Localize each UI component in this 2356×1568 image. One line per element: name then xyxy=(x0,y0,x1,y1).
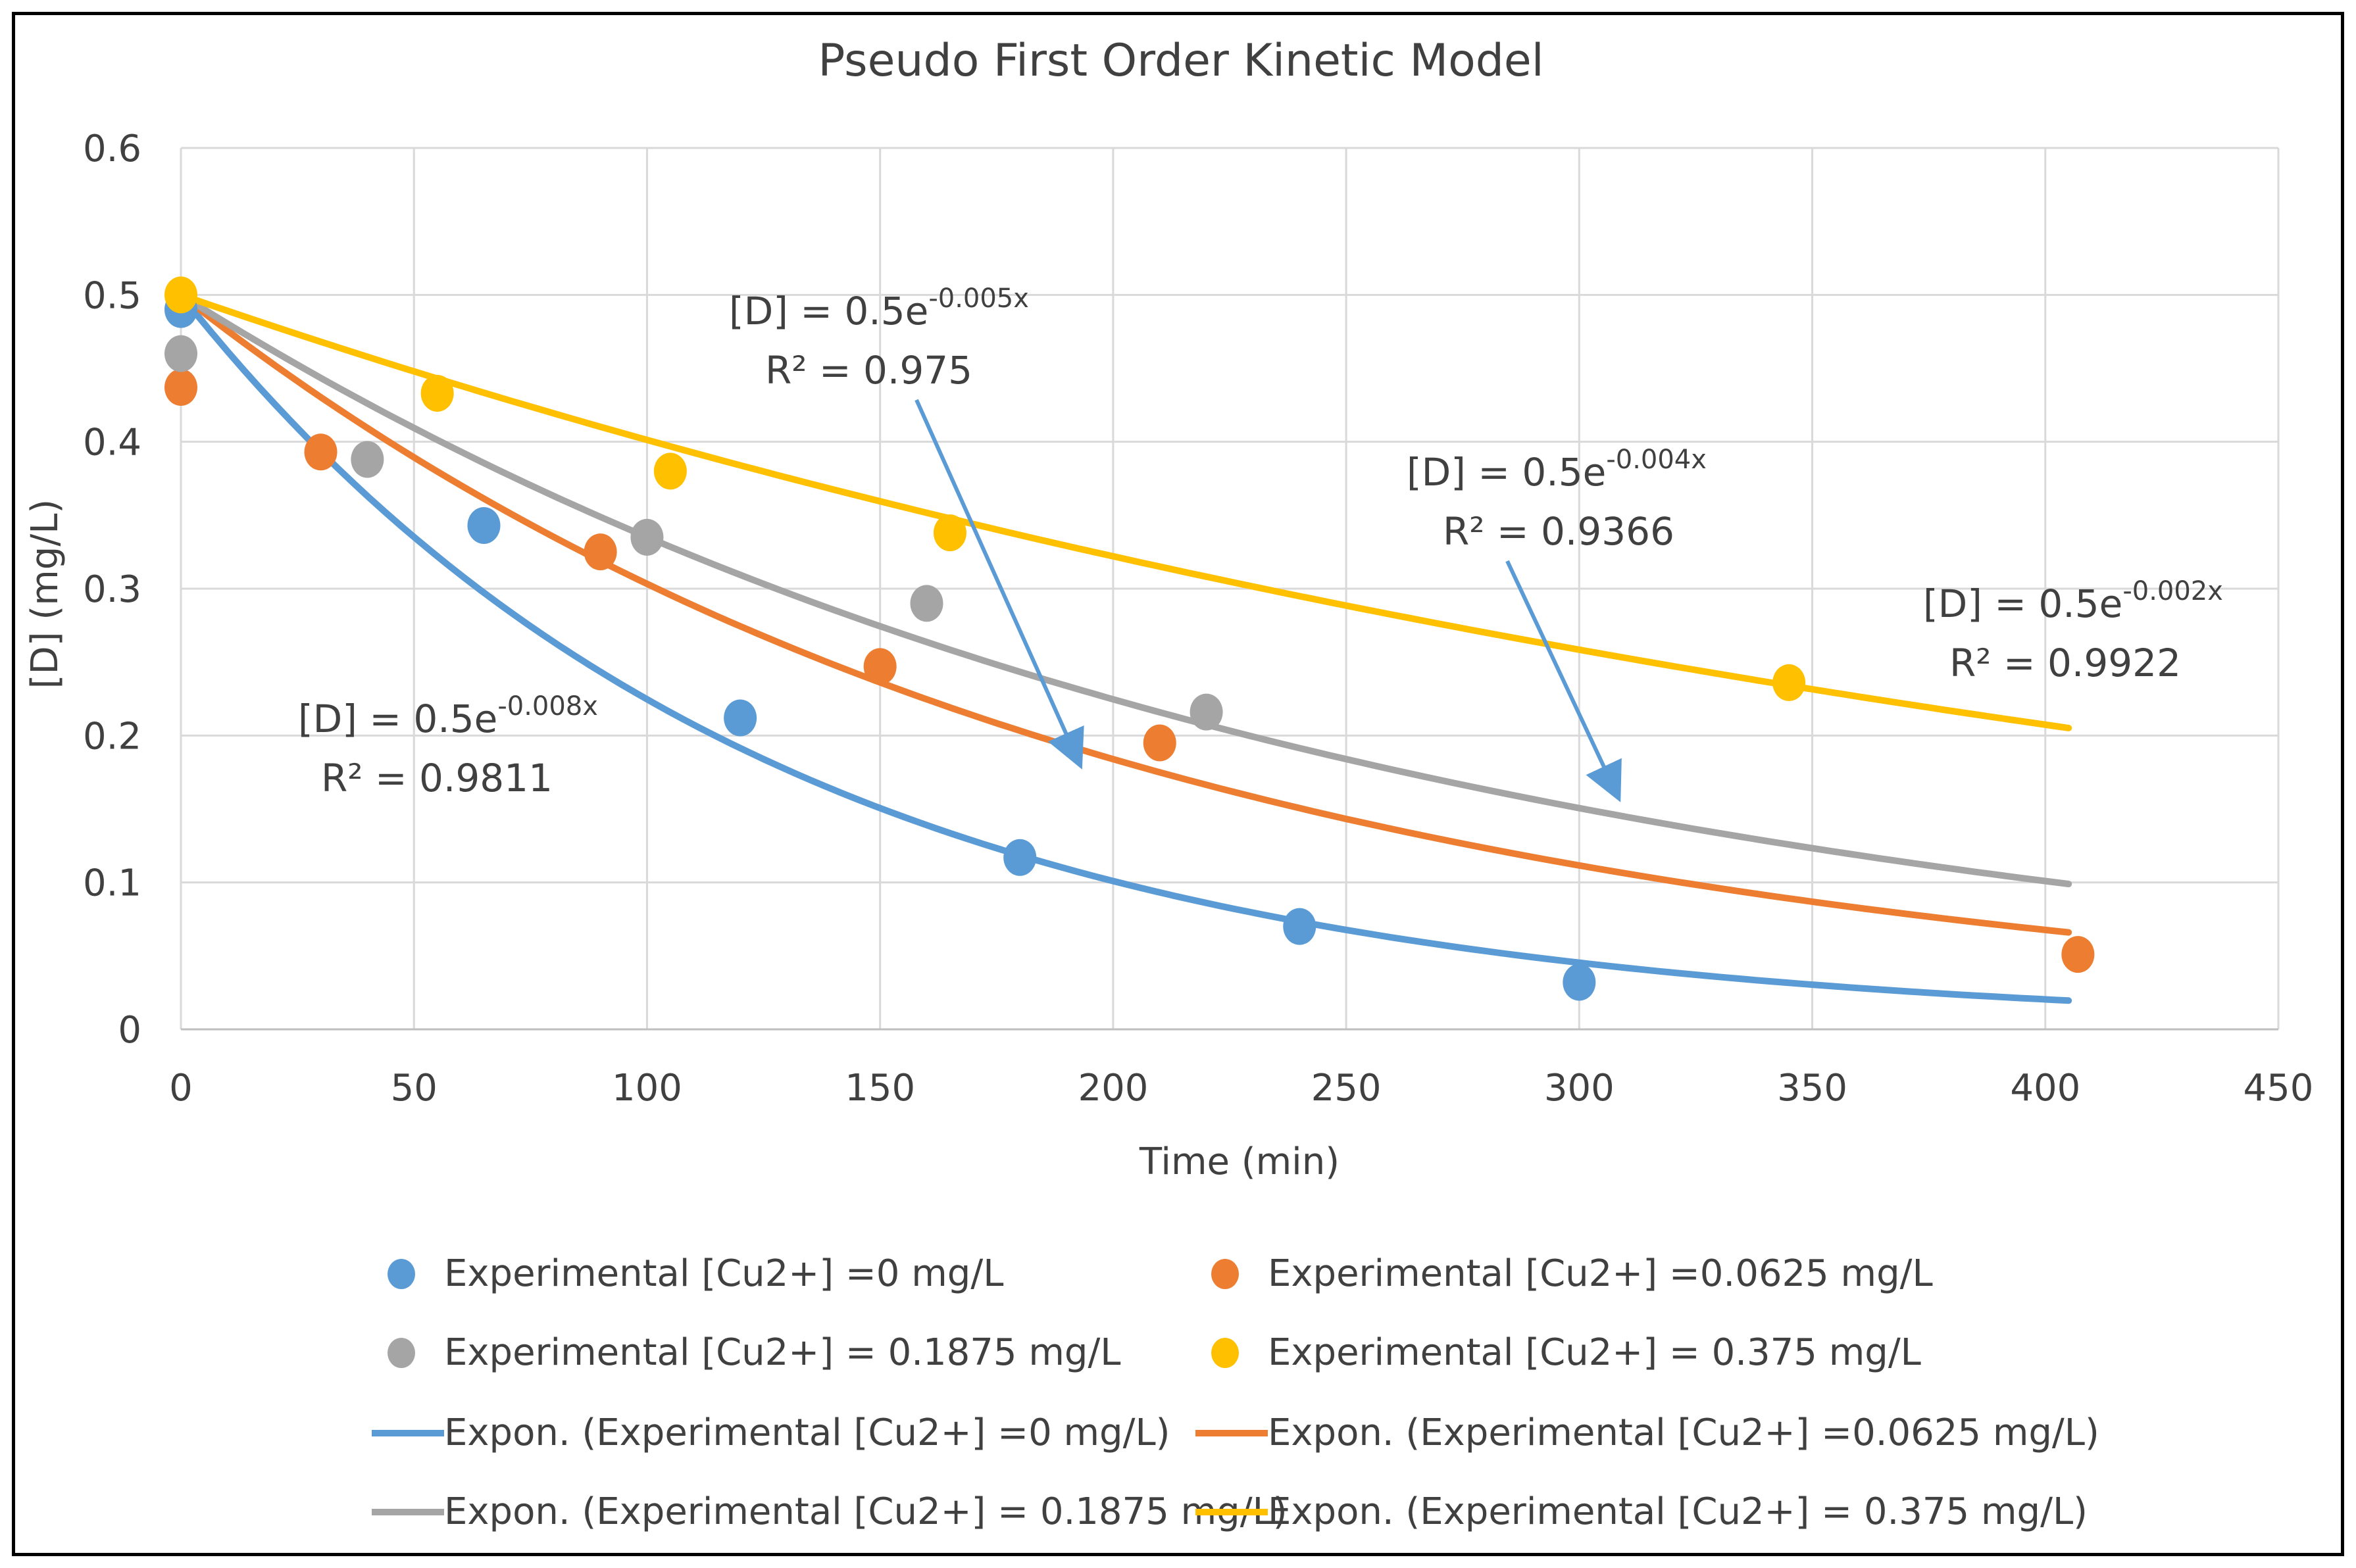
r-squared-label-series-0: R² = 0.9811 xyxy=(321,756,553,800)
legend-label-series-0: Experimental [Cu2+] =0 mg/L xyxy=(444,1252,1003,1295)
data-point-series-1-2 xyxy=(584,533,617,571)
data-point-series-1-3 xyxy=(863,648,897,685)
data-point-series-0-5 xyxy=(1563,964,1596,1001)
legend-marker-series-3 xyxy=(1211,1338,1239,1368)
legend-marker-series-1 xyxy=(1211,1259,1239,1289)
equation-label-series-3: [D] = 0.5e-0.002x xyxy=(1923,576,2223,626)
x-tick-label-250: 250 xyxy=(1311,1067,1382,1110)
x-axis-label: Time (min) xyxy=(1139,1140,1340,1183)
trendline-series-3 xyxy=(178,291,2072,731)
data-point-series-0-4 xyxy=(1283,908,1316,945)
data-point-series-0-1 xyxy=(467,506,501,544)
trendline-series-2 xyxy=(178,291,2072,887)
x-tick-label-300: 300 xyxy=(1544,1067,1615,1110)
annotation-arrow-1 xyxy=(1505,560,1622,802)
data-point-series-1-5 xyxy=(2061,936,2095,973)
equation-prefix-series-2: [D] = 0.5e xyxy=(1407,450,1606,495)
equation-exponent-series-1: -0.005x xyxy=(928,283,1029,314)
annotation-arrow-0 xyxy=(915,399,1084,770)
fit-lines-layer xyxy=(178,291,2072,1004)
r-squared-label-series-2: R² = 0.9366 xyxy=(1443,509,1674,554)
r-squared-label-series-1: R² = 0.975 xyxy=(765,348,972,393)
equation-exponent-series-3: -0.002x xyxy=(2122,576,2223,606)
equation-label-series-2: [D] = 0.5e-0.004x xyxy=(1407,445,1707,495)
chart-frame: 0 50 100 150 200 250 300 350 400 450 0 0.1 0.2 0.3 0.4… xyxy=(12,12,2344,1556)
y-tick-label-0: 0 xyxy=(118,1009,141,1052)
legend-marker-series-0 xyxy=(388,1259,415,1289)
chart-title: Pseudo First Order Kinetic Model xyxy=(818,35,1543,87)
kinetic-chart: 0 50 100 150 200 250 300 350 400 450 0 0.1 0.2 0.3 0.4… xyxy=(24,35,2314,1533)
legend-marker-series-2 xyxy=(388,1338,415,1368)
data-point-series-1-0 xyxy=(164,369,197,406)
y-tick-label-0-1: 0.1 xyxy=(83,862,141,905)
data-point-series-1-1 xyxy=(304,433,338,471)
data-point-series-2-2 xyxy=(630,518,664,556)
legend-label-series-1: Experimental [Cu2+] =0.0625 mg/L xyxy=(1268,1252,1933,1295)
legend-trend-label-series-1: Expon. (Experimental [Cu2+] =0.0625 mg/L… xyxy=(1268,1411,2099,1454)
legend-trend-label-series-3: Expon. (Experimental [Cu2+] = 0.375 mg/L… xyxy=(1268,1490,2088,1533)
data-point-series-3-1 xyxy=(420,374,454,412)
equation-prefix-series-1: [D] = 0.5e xyxy=(729,289,928,333)
equation-prefix-series-3: [D] = 0.5e xyxy=(1923,581,2122,626)
data-point-series-3-4 xyxy=(1772,664,1806,701)
x-tick-label-100: 100 xyxy=(612,1067,682,1110)
data-point-series-3-0 xyxy=(164,276,197,314)
equation-label-series-0: [D] = 0.5e-0.008x xyxy=(298,691,598,741)
equation-label-series-1: [D] = 0.5e-0.005x xyxy=(729,283,1029,333)
data-point-series-0-3 xyxy=(1003,839,1037,876)
trendline-series-0 xyxy=(178,291,2072,1004)
y-tick-label-0-2: 0.2 xyxy=(83,715,141,758)
legend-label-series-3: Experimental [Cu2+] = 0.375 mg/L xyxy=(1268,1331,1921,1374)
legend-label-series-2: Experimental [Cu2+] = 0.1875 mg/L xyxy=(444,1331,1121,1374)
y-tick-label-0-4: 0.4 xyxy=(83,422,141,464)
equation-exponent-series-0: -0.008x xyxy=(497,691,598,722)
legend-trend-label-series-0: Expon. (Experimental [Cu2+] =0 mg/L) xyxy=(444,1411,1170,1454)
data-point-series-2-3 xyxy=(910,585,943,622)
x-tick-label-150: 150 xyxy=(845,1067,915,1110)
trendline-series-1 xyxy=(178,291,2072,936)
x-tick-label-50: 50 xyxy=(391,1067,438,1110)
r-squared-label-series-3: R² = 0.9922 xyxy=(1949,641,2181,685)
legend: Experimental [Cu2+] =0 mg/L Experimental … xyxy=(372,1252,2099,1533)
equation-exponent-series-2: -0.004x xyxy=(1606,445,1707,475)
equation-prefix-series-0: [D] = 0.5e xyxy=(298,697,497,741)
data-point-series-2-4 xyxy=(1190,693,1223,731)
y-tick-label-0-5: 0.5 xyxy=(83,274,141,317)
x-tick-label-450: 450 xyxy=(2243,1067,2314,1110)
x-tick-label-200: 200 xyxy=(1078,1067,1148,1110)
grid-layer: 0 50 100 150 200 250 300 350 400 450 0 0.1 0.2 0.3 0.4… xyxy=(83,128,2314,1110)
data-point-series-3-2 xyxy=(653,453,687,490)
data-points-layer xyxy=(164,276,2095,1001)
y-axis-label: [D] (mg/L) xyxy=(24,499,66,689)
y-tick-label-0-6: 0.6 xyxy=(83,128,141,170)
x-tick-label-0: 0 xyxy=(169,1067,193,1110)
x-tick-label-400: 400 xyxy=(2010,1067,2080,1110)
data-point-series-0-2 xyxy=(724,699,757,737)
x-tick-label-350: 350 xyxy=(1777,1067,1847,1110)
data-point-series-2-1 xyxy=(351,441,384,478)
legend-trend-label-series-2: Expon. (Experimental [Cu2+] = 0.1875 mg/… xyxy=(444,1490,1288,1533)
data-point-series-2-0 xyxy=(164,335,197,372)
data-point-series-1-4 xyxy=(1143,724,1176,762)
y-tick-label-0-3: 0.3 xyxy=(83,568,141,611)
data-point-series-3-3 xyxy=(933,514,966,552)
